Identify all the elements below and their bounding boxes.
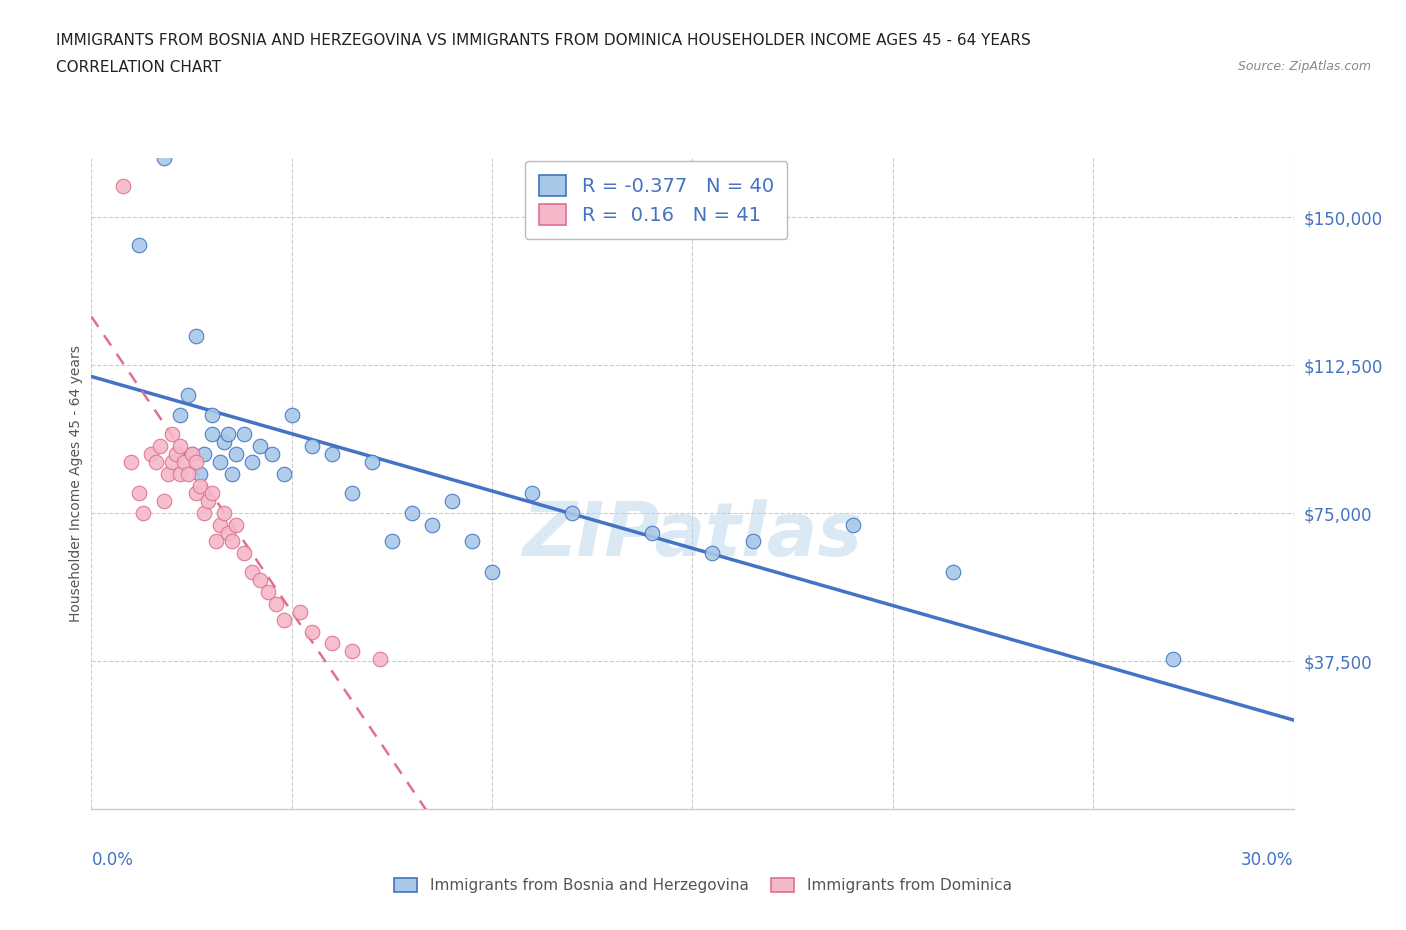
Point [321,446,343,461]
Text: IMMIGRANTS FROM BOSNIA AND HERZEGOVINA VS IMMIGRANTS FROM DOMINICA HOUSEHOLDER I: IMMIGRANTS FROM BOSNIA AND HERZEGOVINA V… [56,33,1031,47]
Point [340,486,363,501]
Point [160,427,183,442]
Point [321,636,343,651]
Point [180,446,202,461]
Point [522,486,544,501]
Point [176,466,198,481]
Point [401,506,423,521]
Point [240,455,263,470]
Point [288,604,311,619]
Point [420,518,443,533]
Point [264,596,287,611]
Text: Source: ZipAtlas.com: Source: ZipAtlas.com [1237,60,1371,73]
Point [221,534,243,549]
Point [1163,652,1185,667]
Legend: Immigrants from Bosnia and Herzegovina, Immigrants from Dominica: Immigrants from Bosnia and Herzegovina, … [388,871,1018,899]
Point [204,534,226,549]
Point [173,455,195,470]
Point [208,455,231,470]
Point [176,388,198,403]
Point [249,573,271,588]
Point [641,525,664,540]
Point [212,506,235,521]
Point [188,478,211,493]
Point [141,446,163,461]
Point [561,506,583,521]
Point [225,518,247,533]
Point [702,545,724,560]
Point [256,585,278,600]
Point [301,624,323,639]
Point [201,407,224,422]
Point [942,565,965,579]
Point [221,466,243,481]
Point [180,446,202,461]
Point [368,652,391,667]
Point [741,534,763,549]
Text: ZIPatlas: ZIPatlas [523,499,862,572]
Point [212,434,235,449]
Point [201,427,224,442]
Point [232,545,254,560]
Point [169,466,191,481]
Point [193,506,215,521]
Point [260,446,283,461]
Text: CORRELATION CHART: CORRELATION CHART [56,60,221,75]
Point [152,151,174,166]
Point [240,565,263,579]
Point [152,494,174,509]
Point [197,494,219,509]
Point [208,518,231,533]
Point [128,486,150,501]
Point [232,427,254,442]
Point [273,466,295,481]
Point [148,439,170,454]
Point [440,494,463,509]
Point [160,131,183,146]
Point [273,612,295,627]
Point [249,439,271,454]
Point [481,565,503,579]
Point [156,466,179,481]
Point [184,328,207,343]
Point [165,446,187,461]
Point [121,455,143,470]
Point [169,439,191,454]
Point [160,455,183,470]
Point [132,506,155,521]
Point [360,455,382,470]
Point [217,427,239,442]
Point [184,486,207,501]
Point [281,407,304,422]
Point [461,534,484,549]
Point [188,466,211,481]
Point [128,237,150,252]
Point [184,455,207,470]
Point [193,446,215,461]
Point [145,455,167,470]
Point [301,439,323,454]
Point [112,179,135,193]
Point [841,518,863,533]
Text: 0.0%: 0.0% [91,851,134,869]
Point [217,525,239,540]
Point [381,534,404,549]
Y-axis label: Householder Income Ages 45 - 64 years: Householder Income Ages 45 - 64 years [69,345,83,622]
Point [201,486,224,501]
Point [225,446,247,461]
Legend: R = -0.377   N = 40, R =  0.16   N = 41: R = -0.377 N = 40, R = 0.16 N = 41 [526,161,787,239]
Point [340,644,363,658]
Point [169,407,191,422]
Text: 30.0%: 30.0% [1241,851,1294,869]
